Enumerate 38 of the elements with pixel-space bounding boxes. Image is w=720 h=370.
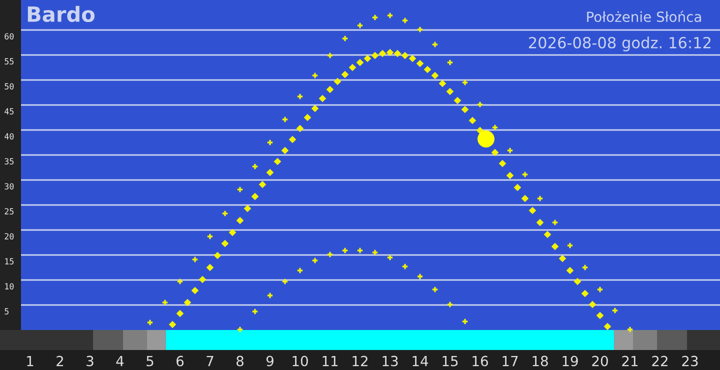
chart-title: Bardo	[28, 6, 95, 22]
y-tick-label: 10	[5, 283, 14, 290]
x-tick-label: 3	[86, 356, 94, 366]
x-tick-label: 9	[266, 356, 274, 366]
y-tick-label: 55	[4, 58, 14, 64]
x-tick-label: 2	[56, 356, 64, 366]
x-tick-label: 13	[382, 356, 398, 366]
x-tick-label: 23	[682, 356, 698, 366]
y-tick-label: 25	[4, 208, 14, 214]
x-tick-label: 14	[412, 356, 428, 366]
x-tick-label: 22	[652, 356, 668, 366]
x-tick-label: 20	[592, 356, 608, 366]
y-tick-label: 30	[4, 183, 14, 190]
y-tick-label: 15	[5, 258, 14, 264]
x-tick-label: 19	[562, 356, 578, 366]
y-tick-label: 20	[4, 233, 14, 240]
x-tick-label: 21	[622, 356, 638, 366]
x-tick-label: 17	[502, 356, 518, 366]
y-tick-label: 50	[4, 83, 14, 90]
y-tick-label: 35	[4, 158, 14, 164]
x-tick-label: 5	[146, 356, 154, 366]
x-tick-label: 18	[532, 356, 548, 366]
x-tick-label: 12	[352, 356, 368, 366]
text: Położenie Słońca	[587, 10, 701, 22]
x-tick-label: 10	[292, 356, 308, 366]
y-tick-label: 45	[4, 108, 14, 114]
x-tick-label: 6	[176, 356, 184, 366]
y-tick-label: 60	[4, 33, 14, 40]
y-tick-label: 5	[4, 308, 9, 314]
x-tick-label: 15	[442, 356, 458, 366]
x-tick-label: 4	[116, 356, 124, 366]
y-tick-label: 40	[4, 133, 14, 140]
x-tick-label: 7	[206, 356, 214, 366]
x-tick-label: 1	[27, 356, 34, 366]
x-tick-label: 8	[236, 356, 244, 366]
x-tick-label: 16	[472, 356, 488, 366]
annotation: 2026-08-08 godz. 16:12	[528, 36, 710, 52]
x-tick-label: 11	[322, 356, 338, 366]
